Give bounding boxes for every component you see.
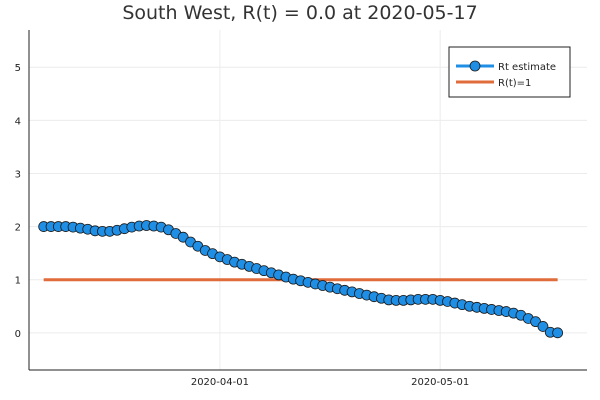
data-point-rt-estimate (552, 327, 564, 339)
x-tick-label: 2020-04-01 (191, 377, 249, 388)
axes (28, 30, 587, 371)
y-tick-label: 5 (15, 63, 21, 74)
legend: Rt estimate R(t)=1 (448, 46, 571, 98)
series-layer (38, 220, 564, 339)
legend-box (448, 46, 571, 98)
y-tick-label: 2 (15, 223, 21, 234)
y-tick-label: 1 (15, 276, 21, 287)
x-tick-label: 2020-05-01 (411, 377, 469, 388)
y-tick-label: 0 (15, 329, 21, 340)
data-point-rt-estimate (537, 321, 549, 332)
y-tick-label: 4 (15, 116, 21, 127)
legend-label-rt-estimate: Rt estimate (498, 62, 556, 73)
y-tick-label: 3 (15, 169, 21, 180)
legend-label-rt-1: R(t)=1 (498, 78, 531, 89)
chart-title: South West, R(t) = 0.0 at 2020-05-17 (122, 2, 478, 24)
tick-labels: 0 1 2 3 4 5 2020-04-01 2020-05-01 (15, 63, 470, 388)
legend-marker-rt-estimate (469, 60, 481, 72)
